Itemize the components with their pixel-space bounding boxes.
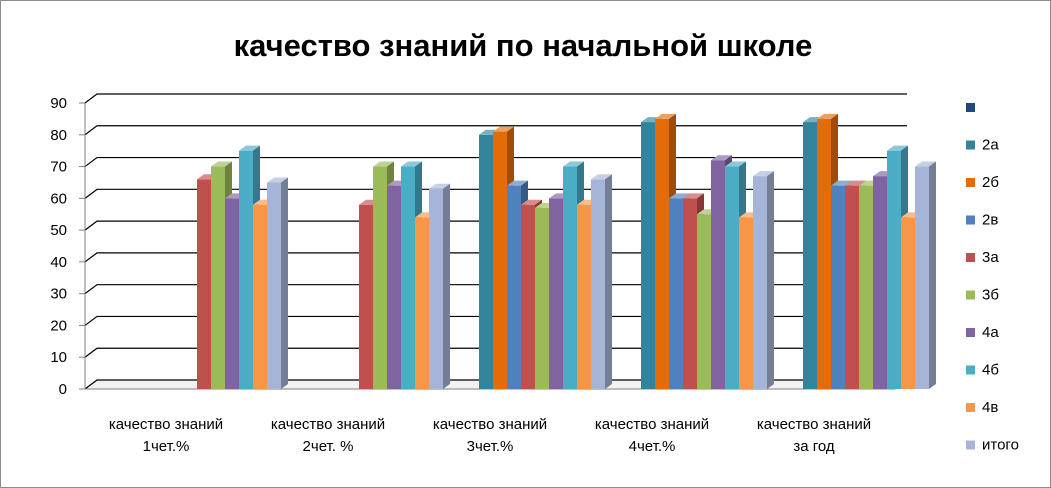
gridlines: [84, 93, 907, 390]
bar: [429, 183, 450, 389]
legend-swatch: [966, 103, 975, 112]
gridline: [84, 347, 907, 358]
legend-label: 3б: [982, 287, 999, 304]
bars: [197, 113, 936, 390]
y-tick-label: 70: [50, 159, 67, 176]
legend-label: 4в: [982, 399, 998, 416]
gridline: [84, 188, 907, 199]
x-category-labels: качество знаний 1чет.% качество знаний 2чет…: [109, 416, 871, 455]
bar: [267, 177, 288, 389]
bar: [591, 174, 612, 389]
gridline: [84, 379, 907, 390]
y-tick-label: 20: [50, 317, 67, 334]
legend-item: 4а: [966, 324, 999, 341]
legend-item: итого: [966, 437, 1019, 454]
legend-label: 4б: [982, 362, 999, 379]
y-tick-label: 0: [59, 381, 67, 398]
legend-swatch: [966, 290, 975, 300]
gridline: [84, 156, 907, 168]
legend-swatch: [966, 328, 975, 337]
gridline: [84, 220, 907, 231]
legend-swatch: [966, 178, 975, 187]
chart-title: качество знаний по начальной школе: [234, 28, 813, 63]
legend-swatch: [966, 253, 975, 262]
legend-label: 3а: [982, 249, 999, 266]
legend-swatch: [966, 365, 975, 375]
x-category-label: качество знаний за год: [757, 416, 871, 455]
legend: 2а 2б 2в 3а 3б 4а 4б 4в итого: [966, 103, 1019, 454]
legend-item: 2в: [966, 212, 998, 229]
legend-label: 2в: [982, 212, 998, 229]
legend-swatch: [966, 140, 975, 150]
legend-item: 2б: [966, 174, 999, 191]
y-tick-label: 40: [50, 254, 67, 271]
y-tick-label: 90: [50, 95, 67, 112]
x-category-label: качество знаний 1чет.%: [109, 416, 223, 455]
legend-label: итого: [982, 437, 1019, 454]
bar: [915, 161, 936, 389]
legend-item: 2а: [966, 137, 999, 154]
legend-item: 3а: [966, 249, 999, 266]
legend-item: 4б: [966, 362, 999, 379]
bar: [753, 171, 774, 389]
x-category-label: качество знаний 2чет. %: [271, 416, 385, 455]
legend-label: 2а: [982, 137, 999, 154]
y-tick-label: 60: [50, 190, 67, 207]
y-tick-label: 50: [50, 222, 67, 239]
legend-item: [966, 103, 975, 112]
gridline: [84, 284, 907, 295]
gridline: [84, 252, 907, 263]
gridline: [84, 125, 907, 136]
y-tick-label: 80: [50, 127, 67, 144]
legend-item: 3б: [966, 287, 999, 304]
gridline: [84, 93, 907, 104]
x-category-label: качество знаний 3чет.%: [433, 416, 547, 455]
y-tick-label: 30: [50, 286, 67, 303]
gridline: [84, 315, 907, 326]
legend-swatch: [966, 403, 975, 412]
legend-label: 2б: [982, 174, 999, 191]
y-tick-labels: 0 10 20 30 40 50 60 70 80 90: [50, 95, 85, 398]
legend-label: 4а: [982, 324, 999, 341]
legend-swatch: [966, 440, 975, 450]
x-category-label: качество знаний 4чет.%: [595, 416, 709, 455]
legend-item: 4в: [966, 399, 998, 416]
legend-swatch: [966, 215, 975, 225]
y-tick-label: 10: [50, 349, 67, 366]
